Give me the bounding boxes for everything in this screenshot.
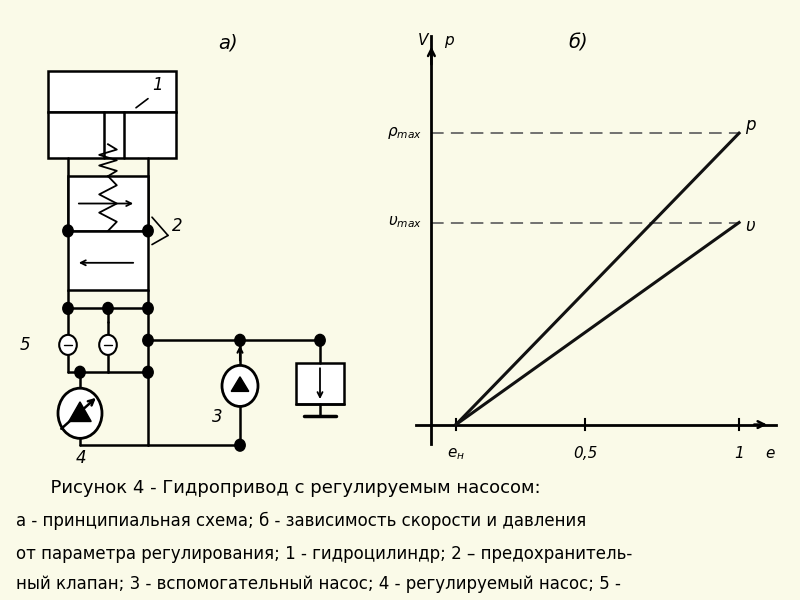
Bar — [68, 231, 148, 290]
Circle shape — [143, 367, 154, 378]
Text: р: р — [444, 32, 454, 47]
Bar — [296, 363, 344, 404]
Bar — [68, 176, 148, 231]
Text: 1: 1 — [734, 446, 744, 461]
Text: 2: 2 — [172, 217, 182, 235]
Circle shape — [235, 334, 245, 346]
Circle shape — [314, 334, 325, 346]
Circle shape — [102, 302, 114, 314]
Text: 1: 1 — [152, 76, 162, 94]
Circle shape — [143, 334, 154, 346]
Circle shape — [62, 225, 74, 237]
Text: 5: 5 — [20, 336, 30, 354]
Circle shape — [58, 388, 102, 439]
Text: р: р — [746, 116, 756, 134]
Text: 0,5: 0,5 — [573, 446, 598, 461]
Text: 3: 3 — [212, 409, 222, 427]
Bar — [48, 112, 176, 158]
Circle shape — [235, 439, 245, 451]
Text: $\rho_{max}$: $\rho_{max}$ — [387, 125, 422, 141]
Text: $e_н$: $e_н$ — [447, 446, 465, 461]
Text: от параметра регулирования; 1 - гидроцилиндр; 2 – предохранитель-: от параметра регулирования; 1 - гидроцил… — [16, 545, 632, 563]
Text: е: е — [765, 446, 774, 461]
Text: υ: υ — [746, 217, 755, 235]
Circle shape — [99, 335, 117, 355]
Polygon shape — [231, 377, 249, 391]
Polygon shape — [69, 402, 91, 421]
Circle shape — [143, 302, 154, 314]
Text: 4: 4 — [76, 449, 86, 467]
Circle shape — [75, 367, 86, 378]
Circle shape — [143, 225, 154, 237]
Bar — [48, 71, 176, 112]
Text: б): б) — [568, 33, 588, 52]
Circle shape — [222, 365, 258, 406]
Text: а): а) — [218, 34, 238, 52]
Text: $\upsilon_{max}$: $\upsilon_{max}$ — [388, 215, 422, 230]
Text: Рисунок 4 - Гидропривод с регулируемым насосом:: Рисунок 4 - Гидропривод с регулируемым н… — [16, 479, 541, 497]
Text: V: V — [418, 32, 428, 47]
Circle shape — [62, 302, 74, 314]
Text: ный клапан; 3 - вспомогательный насос; 4 - регулируемый насос; 5 -: ный клапан; 3 - вспомогательный насос; 4… — [16, 575, 621, 593]
Text: а - принципиальная схема; б - зависимость скорости и давления: а - принципиальная схема; б - зависимост… — [16, 512, 586, 530]
Circle shape — [59, 335, 77, 355]
